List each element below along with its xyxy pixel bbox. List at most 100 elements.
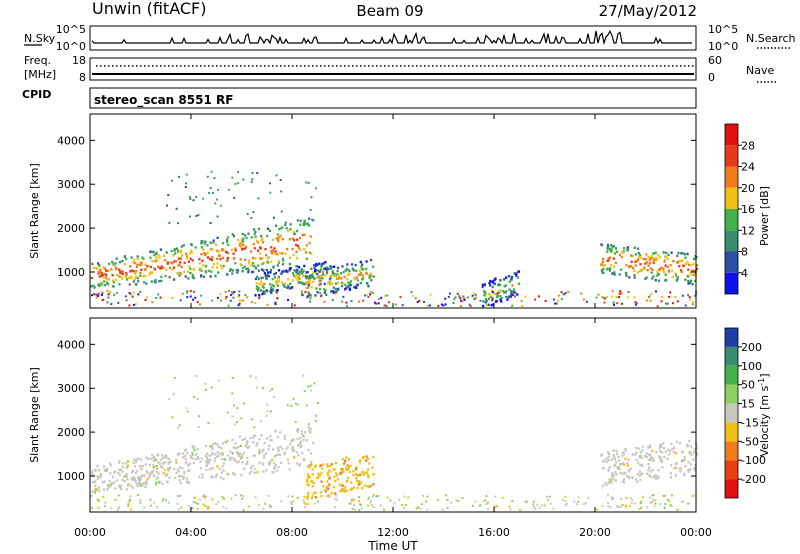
- data-cell: [307, 385, 310, 388]
- data-cell: [320, 494, 323, 498]
- data-cell: [325, 269, 329, 273]
- data-cell: [108, 480, 111, 483]
- data-cell: [166, 480, 169, 484]
- data-cell: [310, 295, 313, 298]
- data-cell: [266, 227, 270, 231]
- data-cell: [237, 171, 240, 174]
- data-cell: [139, 499, 142, 502]
- data-cell: [207, 269, 211, 272]
- data-cell: [293, 269, 296, 272]
- data-cell: [380, 296, 383, 299]
- data-cell: [650, 271, 653, 274]
- data-cell: [341, 300, 344, 303]
- data-cell: [246, 267, 249, 270]
- data-cell: [681, 252, 685, 255]
- data-cell: [626, 475, 629, 478]
- data-cell: [118, 468, 121, 472]
- data-cell: [369, 501, 372, 504]
- data-cell: [317, 472, 320, 475]
- data-cell: [562, 293, 565, 296]
- data-cell: [292, 449, 295, 453]
- data-cell: [333, 475, 336, 478]
- data-cell: [107, 296, 110, 299]
- data-cell: [242, 178, 245, 181]
- data-cell: [205, 463, 208, 466]
- data-cell: [636, 247, 640, 250]
- data-cell: [403, 495, 406, 498]
- data-cell: [188, 265, 191, 268]
- data-cell: [609, 478, 612, 482]
- data-cell: [201, 259, 204, 262]
- data-cell: [687, 268, 690, 271]
- data-cell: [128, 499, 131, 502]
- data-cell: [628, 265, 631, 269]
- data-cell: [312, 481, 315, 485]
- data-cell: [290, 502, 293, 505]
- data-cell: [252, 256, 255, 260]
- data-cell: [226, 259, 229, 263]
- site-title: Unwin (fitACF): [92, 0, 206, 18]
- data-cell: [256, 275, 259, 279]
- data-cell: [422, 300, 425, 303]
- data-cell: [216, 257, 219, 261]
- data-cell: [348, 272, 351, 275]
- data-cell: [272, 461, 276, 465]
- data-cell: [310, 252, 313, 255]
- data-cell: [177, 257, 180, 260]
- data-cell: [116, 273, 119, 277]
- data-cell: [121, 259, 124, 263]
- data-cell: [268, 182, 271, 185]
- data-cell: [317, 500, 320, 503]
- data-cell: [660, 300, 663, 303]
- data-cell: [653, 493, 656, 496]
- data-cell: [202, 503, 205, 506]
- data-cell: [268, 460, 271, 463]
- time-tick-label: 00:00: [74, 526, 106, 539]
- y-tick-label: 2000: [57, 426, 85, 439]
- data-cell: [103, 280, 106, 283]
- data-cell: [322, 262, 325, 265]
- data-cell: [510, 292, 513, 295]
- data-cell: [319, 491, 322, 494]
- data-cell: [179, 273, 182, 276]
- data-cell: [144, 263, 147, 266]
- data-cell: [487, 303, 490, 307]
- data-cell: [667, 270, 670, 273]
- data-cell: [174, 476, 177, 480]
- data-cell: [140, 468, 143, 471]
- data-cell: [235, 268, 238, 272]
- data-cell: [347, 284, 350, 287]
- data-cell: [300, 281, 303, 284]
- data-cell: [260, 280, 263, 283]
- data-cell: [356, 473, 360, 477]
- data-cell: [436, 499, 439, 502]
- data-cell: [611, 498, 614, 501]
- data-cell: [681, 294, 684, 297]
- data-cell: [608, 459, 611, 462]
- data-cell: [336, 273, 339, 276]
- data-cell: [491, 291, 494, 294]
- data-cell: [212, 241, 215, 244]
- data-cell: [620, 255, 623, 259]
- data-cell: [128, 283, 131, 286]
- data-cell: [372, 472, 375, 476]
- data-cell: [394, 303, 397, 306]
- colorbar-swatch: [725, 187, 738, 209]
- data-cell: [249, 375, 252, 378]
- colorbar-tick-label: 20: [741, 182, 755, 195]
- data-cell: [636, 480, 639, 484]
- colorbar-tick-label: 12: [741, 224, 755, 237]
- data-cell: [334, 472, 338, 475]
- data-cell: [372, 265, 375, 268]
- data-cell: [604, 482, 607, 485]
- data-cell: [331, 270, 334, 273]
- data-cell: [92, 284, 95, 287]
- data-cell: [313, 465, 317, 469]
- data-cell: [204, 240, 207, 243]
- data-cell: [247, 445, 251, 449]
- data-cell: [656, 475, 659, 478]
- data-cell: [129, 270, 132, 273]
- data-cell: [644, 455, 647, 458]
- data-cell: [191, 273, 194, 277]
- data-cell: [219, 452, 222, 455]
